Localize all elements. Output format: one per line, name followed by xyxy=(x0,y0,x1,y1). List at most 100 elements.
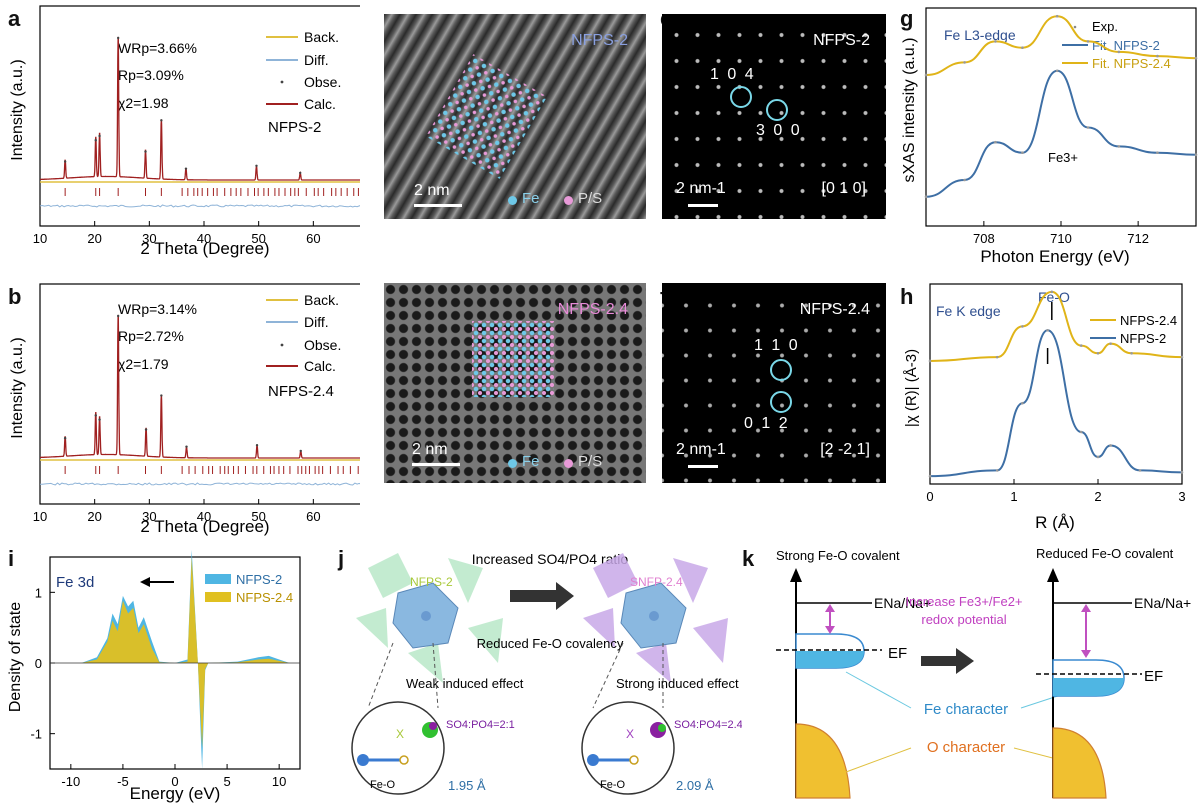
fft-image-f: NFPS-2.4 1 1 0 0 1 2 2 nm-1 [2 -2 1] xyxy=(662,283,886,483)
left-x-j: X xyxy=(396,727,404,741)
scale-label-f: 2 nm-1 xyxy=(676,441,726,458)
fe-dot-c xyxy=(508,196,517,205)
xlabel-b: 2 Theta (Degree) xyxy=(140,517,269,536)
obs-point-a-6 xyxy=(184,167,188,170)
exp-point-h-1-4 xyxy=(1079,430,1083,434)
annot-g: Fe3+ xyxy=(1048,150,1078,165)
right-zoom-j xyxy=(581,642,675,795)
spot-circle-e-1 xyxy=(766,99,788,121)
stem-image-c: NFPS-2 2 nm Fe P/S xyxy=(384,14,646,219)
arrow-left-icon xyxy=(140,577,174,587)
x-tick-label-b-2: 30 xyxy=(142,509,156,524)
xrd-chart-b: Intensity (a.u.) 2 Theta (Degree) WRp=3.… xyxy=(9,283,360,536)
x-tick-label-b-1: 20 xyxy=(87,509,101,524)
exp-point-g-1-8 xyxy=(1194,153,1198,157)
spot-label-f-0: 1 1 0 xyxy=(754,337,800,354)
legend-b: Back. Diff. Obse. Calc. xyxy=(266,292,341,374)
k-fe-char: Fe character xyxy=(924,701,1008,718)
series-line-h-1 xyxy=(929,329,1183,478)
k-arrow-right-icon xyxy=(921,648,974,674)
exp-point-h-0-5 xyxy=(1096,351,1100,355)
exp-point-h-1-8 xyxy=(1180,471,1184,474)
edge-h: Fe K edge xyxy=(936,303,1001,319)
k-right-gap-arrow-icon xyxy=(1081,604,1091,658)
x-tick-label-h-1: 1 xyxy=(1010,489,1017,504)
exp-point-h-0-1 xyxy=(995,355,999,359)
exp-point-h-0-2 xyxy=(1021,325,1024,328)
k-right-fe-fill xyxy=(1053,678,1124,696)
calc-curve-b xyxy=(40,314,360,459)
left-zoom-j xyxy=(351,642,445,795)
exp-point-g-1-7 xyxy=(1156,151,1159,154)
exp-point-h-1-5 xyxy=(1096,455,1100,459)
obs-point-a-2 xyxy=(98,134,101,138)
scale-label-d: 2 nm xyxy=(412,441,448,458)
legend-g-fit24: Fit. NFPS-2.4 xyxy=(1092,56,1171,71)
sample-b: NFPS-2.4 xyxy=(268,383,334,400)
exp-point-h-1-3 xyxy=(1046,328,1049,332)
legend-i-24: NFPS-2.4 xyxy=(236,590,293,605)
right-cluster-j xyxy=(583,553,728,683)
diff-curve-b xyxy=(40,482,360,486)
left-ratio-j: SO4:PO4=2:1 xyxy=(446,719,515,731)
exp-point-h-1-2 xyxy=(1021,401,1024,405)
x-tick-label-a-4: 50 xyxy=(251,231,265,246)
exp-point-h-1-1 xyxy=(995,469,999,472)
stem-title-d: NFPS-2.4 xyxy=(557,301,628,318)
plot-frame-h xyxy=(929,283,1183,485)
x-tick-label-b-0: 10 xyxy=(33,509,47,524)
panel-label-g: g xyxy=(900,6,914,31)
k-left-title: Strong Fe-O covalent xyxy=(776,548,900,563)
left-cluster-j xyxy=(356,553,503,683)
x-tick-label-i-0: -10 xyxy=(61,774,80,789)
dos-area-1 xyxy=(81,557,290,748)
exp-point-g-1-3 xyxy=(1021,151,1024,154)
x-tick-label-a-3: 40 xyxy=(197,231,211,246)
exp-point-g-0-8 xyxy=(1194,56,1198,60)
legend-i-2: NFPS-2 xyxy=(236,572,282,587)
ps-dot-c xyxy=(564,196,573,205)
obs-point-b-8 xyxy=(299,449,302,453)
diff-curve-a xyxy=(39,204,360,208)
k-right-ena-label: ENa/Na+ xyxy=(1134,595,1191,611)
arrow-right-icon xyxy=(510,582,574,610)
exp-point-h-0-7 xyxy=(1130,351,1133,355)
legend-h-2: NFPS-2 xyxy=(1120,331,1166,346)
exp-point-g-0-3 xyxy=(1021,46,1024,49)
panel-label-k: k xyxy=(742,546,755,571)
k-fe-pointer-left xyxy=(845,671,912,709)
x-tick-label-h-0: 0 xyxy=(926,489,933,504)
obs-point-b-6 xyxy=(185,445,188,448)
exp-point-h-0-8 xyxy=(1180,355,1184,359)
xrd-chart-a: Intensity (a.u.) 2 Theta (Degree) WRp=3.… xyxy=(9,5,360,258)
legend-i: NFPS-2 NFPS-2.4 xyxy=(205,572,293,605)
series-line-g-1 xyxy=(925,69,1197,198)
stem-image-d: NFPS-2.4 2 nm Fe P/S xyxy=(384,283,646,483)
x-tick-label-g-1: 710 xyxy=(1050,231,1072,246)
x-tick-label-a-0: 10 xyxy=(33,231,47,246)
x-tick-label-h-3: 3 xyxy=(1178,489,1185,504)
right-effect-j: Strong induced effect xyxy=(616,676,739,691)
j-title: Increased SO4/PO4 ratio xyxy=(472,551,629,567)
ps-label-d: P/S xyxy=(578,453,603,470)
scale-bar-c xyxy=(414,204,462,207)
exp-point-g-0-1 xyxy=(963,61,966,64)
exafs-chart-h: |χ (R)| (Å-3) R (Å) Fe K edge Fe-O NFPS-… xyxy=(903,283,1186,532)
x-tick-label-i-3: 5 xyxy=(223,774,230,789)
obs-point-b-5 xyxy=(160,394,163,397)
calc-curve-a xyxy=(40,36,360,181)
stat-b-0: WRp=3.14% xyxy=(118,301,197,317)
exp-point-g-1-0 xyxy=(924,195,928,199)
zone-axis-e: [0 1 0] xyxy=(821,180,866,197)
x-tick-label-h-2: 2 xyxy=(1094,489,1101,504)
legend-a: Back. Diff. Obse. Calc. xyxy=(266,29,341,112)
exp-point-g-0-6 xyxy=(1117,50,1121,54)
scale-label-c: 2 nm xyxy=(414,182,450,199)
exp-point-g-1-4 xyxy=(1055,69,1059,73)
ylabel-g: sXAS intensity (a.u.) xyxy=(901,38,918,183)
stem-title-c: NFPS-2 xyxy=(571,32,628,49)
xlabel-i: Energy (eV) xyxy=(130,784,221,803)
dos-chart-i: Density of state Energy (eV) Fe 3d NFPS-… xyxy=(7,549,301,803)
dos-area-0 xyxy=(81,549,290,769)
legend-b-diff: Diff. xyxy=(304,314,329,330)
